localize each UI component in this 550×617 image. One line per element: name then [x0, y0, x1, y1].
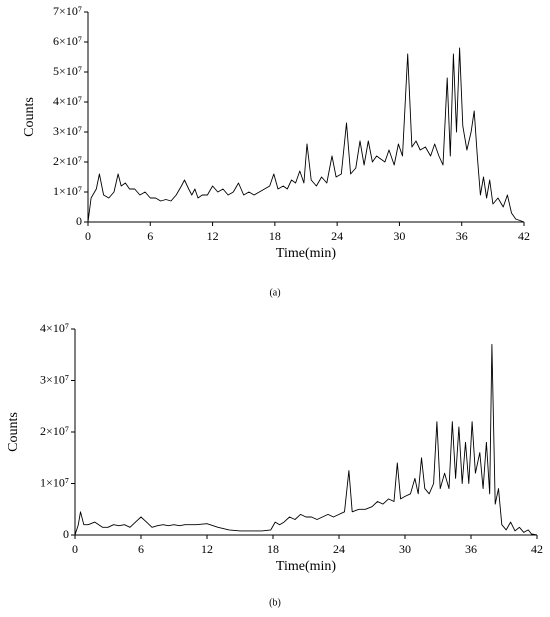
x-tick-label: 18 [267, 542, 279, 556]
x-tick-label: 24 [331, 229, 343, 243]
y-tick-label: 0 [63, 527, 69, 541]
x-tick-label: 24 [333, 542, 345, 556]
y-tick-label: 2×10⁷ [40, 424, 69, 438]
y-tick-label: 4×10⁷ [53, 94, 82, 108]
x-tick-label: 36 [465, 542, 477, 556]
x-tick-label: 12 [201, 542, 213, 556]
y-tick-label: 0 [76, 214, 82, 228]
y-tick-label: 3×10⁷ [53, 124, 82, 138]
x-tick-label: 42 [518, 229, 530, 243]
x-tick-label: 30 [399, 542, 411, 556]
x-tick-label: 0 [72, 542, 78, 556]
chromatogram-line [87, 47, 525, 223]
x-tick-label: 30 [393, 229, 405, 243]
x-tick-label: 6 [147, 229, 153, 243]
x-tick-label: 42 [531, 542, 543, 556]
caption: (a) [269, 287, 280, 298]
y-tick-label: 1×10⁷ [53, 184, 82, 198]
y-axis-label: Counts [6, 412, 21, 452]
caption: (b) [269, 597, 281, 608]
y-tick-label: 7×10⁷ [53, 4, 82, 18]
y-tick-label: 3×10⁷ [40, 372, 69, 386]
y-axis-label: Counts [22, 97, 37, 137]
x-tick-label: 6 [138, 542, 144, 556]
y-tick-label: 6×10⁷ [53, 34, 82, 48]
x-tick-label: 12 [207, 229, 219, 243]
x-axis-label: Time(min) [276, 246, 336, 261]
y-tick-label: 2×10⁷ [53, 154, 82, 168]
x-tick-label: 18 [269, 229, 281, 243]
x-tick-label: 36 [456, 229, 468, 243]
y-tick-label: 5×10⁷ [53, 64, 82, 78]
x-axis-label: Time(min) [276, 559, 336, 574]
y-tick-label: 1×10⁷ [40, 475, 69, 489]
y-tick-label: 4×10⁷ [40, 321, 69, 335]
x-tick-label: 0 [85, 229, 91, 243]
chromatogram-line [74, 343, 538, 536]
